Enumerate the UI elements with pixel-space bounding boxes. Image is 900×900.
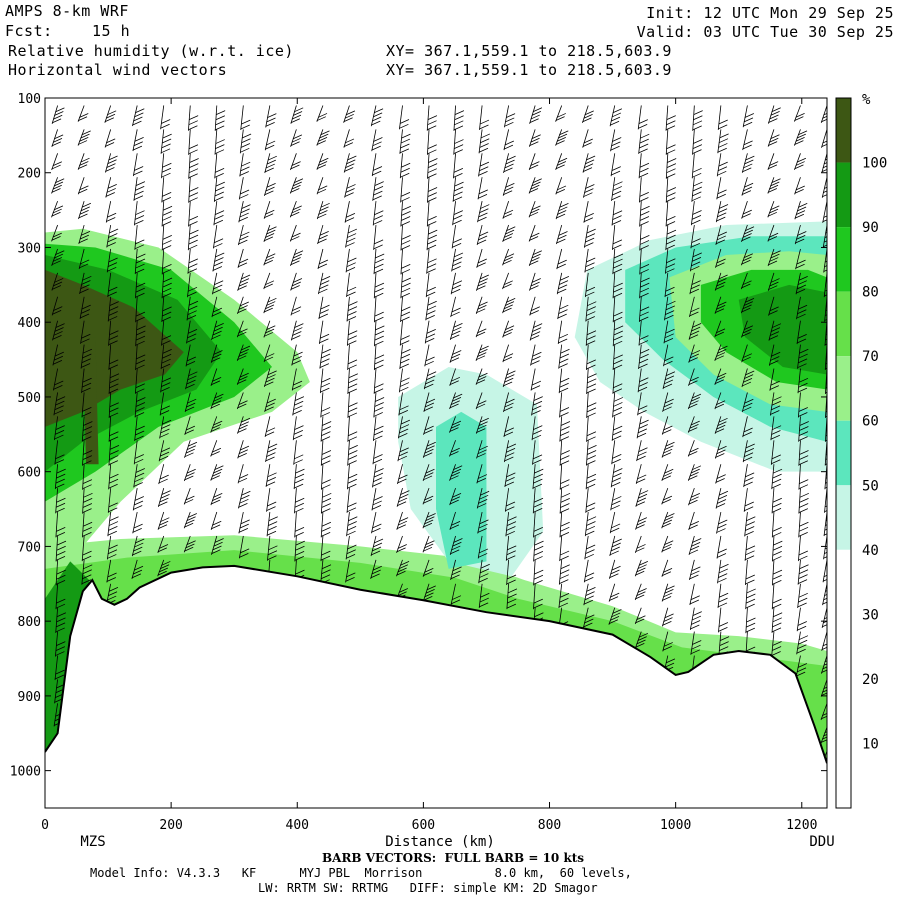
colorbar-label: 60 bbox=[862, 414, 879, 430]
colorbar: 10 20 30 40 50 60 70 80 90 100% bbox=[835, 92, 887, 809]
forecast-hour-value: 15 h bbox=[92, 22, 131, 40]
x-tick-label: 0 bbox=[41, 818, 49, 833]
colorbar-swatch bbox=[836, 420, 851, 486]
colorbar-swatch bbox=[836, 98, 851, 163]
x-tick-label: 800 bbox=[538, 818, 561, 833]
wind-barb-column bbox=[422, 105, 438, 602]
wind-barb-column bbox=[104, 105, 120, 606]
colorbar-label: 50 bbox=[862, 478, 879, 494]
colorbar-label: 80 bbox=[862, 285, 879, 301]
wind-barbs bbox=[51, 105, 827, 768]
wind-barb-column bbox=[661, 105, 677, 677]
colorbar-label: 20 bbox=[862, 672, 879, 688]
axes: 100 200 300 400 500 600 700 800 900 1000 0 200 400 60… bbox=[10, 92, 827, 833]
x-tick-label: 600 bbox=[412, 818, 435, 833]
rh-band-100-left bbox=[45, 269, 184, 427]
cross-section-endpoints-1: XY= 367.1,559.1 to 218.5,603.9 bbox=[386, 42, 672, 60]
model-title: AMPS 8-km WRF bbox=[5, 2, 129, 20]
x-axis-title: Distance (km) bbox=[385, 834, 495, 850]
colorbar-swatch bbox=[836, 678, 851, 744]
wind-barb-column bbox=[236, 105, 252, 559]
wind-barb-column bbox=[263, 105, 278, 586]
x-tick-label: 400 bbox=[286, 818, 309, 833]
wind-barb-column bbox=[793, 105, 809, 678]
rh-band-50-middle bbox=[436, 411, 487, 569]
wind-barb-column bbox=[634, 105, 650, 649]
colorbar-label: 90 bbox=[862, 220, 879, 236]
wind-barb-column bbox=[767, 105, 783, 657]
wind-barb-column bbox=[51, 105, 67, 727]
colorbar-swatch bbox=[836, 162, 851, 228]
y-tick-label: 300 bbox=[18, 241, 41, 256]
y-tick-label: 400 bbox=[18, 316, 41, 331]
x-endpoint-right: DDU bbox=[809, 834, 834, 850]
colorbar-label: 70 bbox=[862, 349, 879, 365]
y-tick-label: 900 bbox=[18, 690, 41, 705]
wind-barb-column bbox=[289, 105, 305, 586]
wind-barb-column bbox=[714, 105, 730, 657]
wind-barb-column bbox=[740, 105, 756, 658]
plot-frame bbox=[44, 97, 828, 809]
colorbar-swatch bbox=[836, 227, 851, 292]
valid-time: Valid: 03 UTC Tue 30 Sep 25 bbox=[636, 23, 894, 41]
colorbar-label: 100 bbox=[862, 156, 887, 172]
model-info-physics: LW: RRTM SW: RRTMG DIFF: simple KM: 2D S… bbox=[258, 881, 598, 895]
colorbar-swatch bbox=[836, 291, 851, 357]
wind-barb-column bbox=[502, 105, 518, 610]
terrain bbox=[45, 564, 827, 808]
wind-barb-column bbox=[210, 105, 226, 555]
y-tick-label: 600 bbox=[18, 466, 41, 481]
y-tick-label: 500 bbox=[18, 391, 41, 406]
wind-barb-column bbox=[475, 105, 491, 608]
y-tick-label: 1000 bbox=[10, 765, 41, 780]
field-name-1: Relative humidity (w.r.t. ice) bbox=[8, 42, 294, 60]
wind-barb-column bbox=[449, 105, 465, 606]
y-tick-label: 700 bbox=[18, 540, 41, 555]
wind-barb-column bbox=[77, 105, 93, 585]
colorbar-label: 10 bbox=[862, 736, 879, 752]
rh-band-100-column bbox=[82, 337, 99, 465]
wind-barb-column bbox=[370, 105, 385, 579]
wind-barb-column bbox=[157, 105, 173, 577]
wind-barb-column bbox=[582, 105, 597, 629]
colorbar-swatch bbox=[836, 614, 851, 679]
terrain-line bbox=[45, 564, 827, 764]
wind-barb-column bbox=[183, 105, 199, 553]
colorbar-swatch bbox=[836, 549, 851, 615]
barb-vector-note: BARB VECTORS: FULL BARB = 10 kts bbox=[322, 851, 585, 865]
colorbar-swatch bbox=[836, 356, 851, 421]
colorbar-frame bbox=[835, 97, 852, 809]
wind-barb-column bbox=[396, 105, 412, 601]
wind-barb-column bbox=[343, 105, 358, 583]
wind-barb-column bbox=[555, 105, 571, 632]
x-tick-label: 200 bbox=[159, 818, 182, 833]
colorbar-unit: % bbox=[862, 92, 871, 108]
init-time: Init: 12 UTC Mon 29 Sep 25 bbox=[646, 4, 894, 22]
wind-barb-column bbox=[131, 105, 146, 580]
model-info: Model Info: V4.3.3 KF MYJ PBL Morrison 8… bbox=[90, 866, 632, 880]
x-tick-label: 1200 bbox=[786, 818, 817, 833]
wind-barb-column bbox=[528, 105, 544, 633]
colorbar-label: 40 bbox=[862, 543, 879, 559]
wind-barb-column bbox=[608, 105, 624, 625]
colorbar-swatch bbox=[836, 485, 851, 550]
rh-band-90-right bbox=[738, 284, 827, 375]
forecast-hour-label: Fcst: bbox=[5, 22, 53, 40]
x-tick-label: 1000 bbox=[660, 818, 691, 833]
y-tick-label: 200 bbox=[18, 167, 41, 182]
x-endpoint-left: MZS bbox=[80, 834, 105, 850]
field-name-2: Horizontal wind vectors bbox=[8, 61, 228, 79]
terrain-fill bbox=[45, 565, 827, 808]
y-tick-label: 100 bbox=[18, 92, 41, 107]
colorbar-label: 30 bbox=[862, 607, 879, 623]
cross-section-endpoints-2: XY= 367.1,559.1 to 218.5,603.9 bbox=[386, 61, 672, 79]
y-tick-label: 800 bbox=[18, 615, 41, 630]
wind-barb-column bbox=[316, 105, 332, 585]
